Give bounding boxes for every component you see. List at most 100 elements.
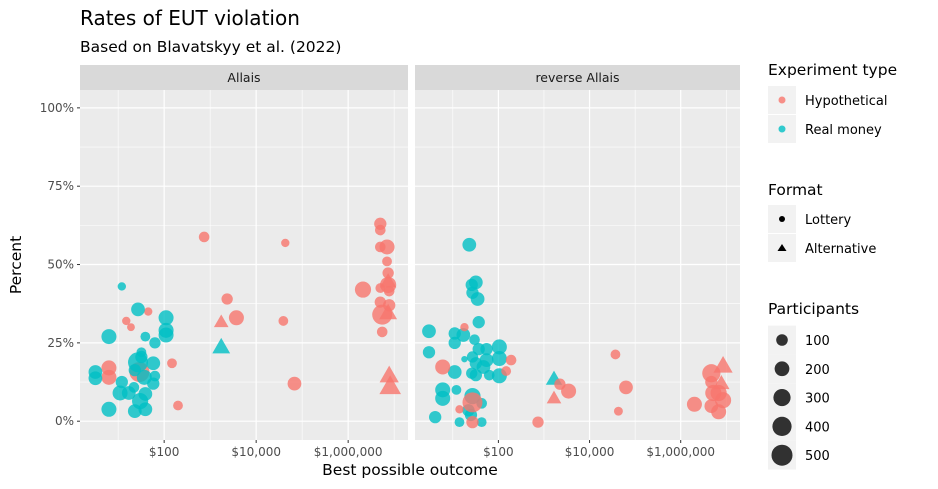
- data-point-circle: [469, 334, 480, 346]
- data-point-circle: [138, 402, 153, 417]
- data-point-circle: [686, 396, 702, 412]
- data-point-circle: [470, 292, 485, 306]
- data-point-circle: [88, 371, 103, 386]
- legend-title-experiment-type: Experiment type: [768, 61, 897, 79]
- data-point-circle: [198, 231, 210, 243]
- data-point-circle: [149, 337, 161, 349]
- legend-key-lottery-circle: [779, 216, 785, 222]
- data-point-circle: [480, 342, 493, 356]
- data-point-circle: [501, 366, 512, 376]
- data-point-circle: [382, 267, 394, 279]
- data-point-circle: [422, 346, 436, 359]
- data-point-circle: [376, 326, 388, 338]
- legend: Experiment type Format Participants Hypo…: [768, 61, 897, 470]
- data-point-circle: [456, 328, 471, 342]
- data-point-circle: [158, 327, 174, 343]
- x-tick-label: $1,000,000: [646, 445, 715, 459]
- facet-label: Allais: [227, 70, 260, 85]
- data-point-circle: [448, 336, 461, 350]
- data-point-circle: [472, 316, 485, 329]
- data-point-circle: [454, 417, 465, 428]
- y-tick-label: 100%: [40, 101, 74, 115]
- data-point-circle: [429, 410, 442, 424]
- data-point-circle: [532, 416, 544, 428]
- data-point-circle: [117, 282, 126, 291]
- chart-title: Rates of EUT violation: [80, 6, 300, 30]
- legend-key-size: [772, 416, 792, 437]
- data-point-circle: [383, 285, 395, 297]
- data-point-circle: [455, 405, 464, 414]
- data-point-circle: [144, 307, 153, 316]
- data-point-circle: [167, 358, 177, 369]
- data-point-circle: [128, 382, 140, 393]
- x-tick-label: $1,000,000: [314, 445, 383, 459]
- data-point-circle: [379, 239, 395, 255]
- panel-allais: Allais 0% 25% 50% 75% 100% $100 $10,000 $1,000,0…: [40, 65, 408, 459]
- data-point-circle: [354, 281, 372, 298]
- data-point-circle: [173, 400, 183, 411]
- data-point-triangle: [379, 303, 398, 320]
- x-axis-title: Best possible outcome: [322, 461, 498, 479]
- legend-key-hypothetical: [778, 96, 786, 104]
- data-point-circle: [101, 401, 117, 417]
- facet-strip: [80, 65, 408, 90]
- data-point-circle: [158, 310, 174, 326]
- y-tick-label: 25%: [47, 336, 74, 350]
- data-point-circle: [460, 323, 469, 332]
- legend-label: 300: [805, 392, 830, 407]
- x-tick-label: $10,000: [231, 445, 281, 459]
- data-point-circle: [435, 359, 451, 375]
- data-point-circle: [127, 404, 142, 419]
- legend-key-size: [776, 334, 788, 346]
- data-point-triangle: [213, 314, 229, 328]
- data-points: [88, 217, 401, 419]
- data-point-circle: [462, 237, 477, 252]
- data-point-circle: [491, 351, 507, 367]
- legend-key-size: [774, 361, 790, 377]
- legend-key-real-money: [778, 125, 786, 133]
- legend-label: Real money: [805, 123, 882, 138]
- data-point-circle: [462, 392, 483, 413]
- data-points: [422, 237, 733, 429]
- data-point-circle: [128, 363, 141, 377]
- data-point-circle: [466, 415, 479, 429]
- data-point-circle: [714, 392, 732, 409]
- data-point-circle: [221, 293, 233, 305]
- data-point-triangle: [713, 375, 730, 390]
- data-point-circle: [561, 383, 577, 399]
- data-point-circle: [122, 316, 131, 326]
- legend-key-size: [773, 389, 791, 407]
- data-point-triangle: [379, 273, 397, 288]
- legend-label: Alternative: [805, 242, 876, 257]
- facet-label: reverse Allais: [535, 70, 619, 85]
- legend-label: 200: [805, 363, 830, 378]
- legend-label: Hypothetical: [805, 94, 887, 109]
- data-point-circle: [101, 369, 117, 385]
- data-point-triangle: [379, 375, 401, 395]
- data-point-circle: [281, 238, 290, 248]
- data-point-circle: [375, 224, 386, 236]
- data-point-circle: [491, 339, 507, 355]
- legend-title-participants: Participants: [768, 300, 859, 318]
- data-point-circle: [469, 368, 482, 382]
- data-point-circle: [147, 377, 160, 390]
- legend-key-alternative-triangle: [777, 244, 787, 251]
- y-tick-label: 50%: [47, 258, 74, 272]
- data-point-circle: [619, 380, 633, 395]
- data-point-circle: [461, 355, 468, 363]
- data-point-circle: [610, 349, 621, 360]
- legend-label: 100: [805, 334, 830, 349]
- data-point-triangle: [546, 390, 562, 404]
- data-point-triangle: [212, 337, 231, 354]
- data-point-circle: [115, 375, 128, 389]
- data-point-circle: [278, 316, 289, 326]
- data-point-circle: [131, 302, 145, 317]
- data-point-circle: [422, 324, 436, 339]
- y-tick-label: 0%: [55, 414, 74, 428]
- legend-label: 400: [805, 420, 830, 435]
- data-point-circle: [228, 310, 244, 326]
- y-tick-label: 75%: [47, 179, 74, 193]
- data-point-circle: [146, 356, 161, 371]
- x-tick-label: $100: [149, 445, 180, 459]
- data-point-circle: [101, 329, 117, 345]
